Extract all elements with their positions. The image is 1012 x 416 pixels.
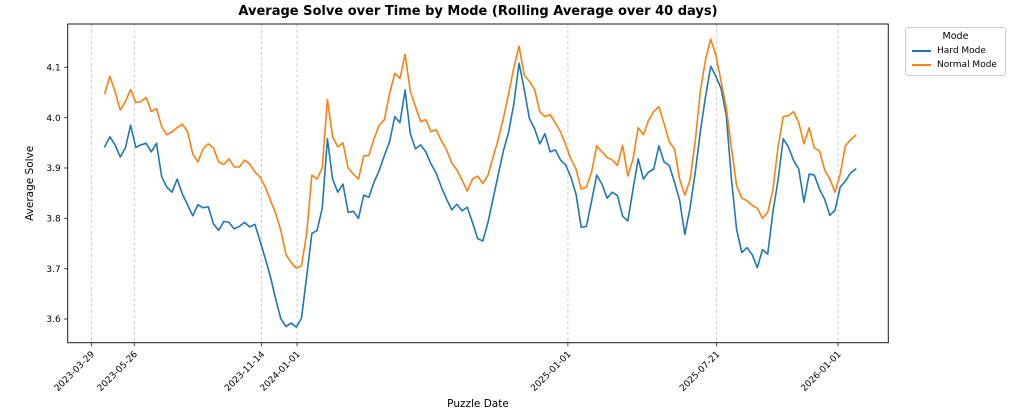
y-tick-label: 3.8 — [46, 215, 61, 225]
legend-label: Hard Mode — [937, 46, 986, 56]
y-tick-label: 4.0 — [46, 114, 61, 124]
x-tick-label: 2026-01-01 — [800, 350, 844, 394]
y-axis-label: Average Solve — [24, 146, 36, 221]
legend: Mode Hard Mode Normal Mode — [905, 27, 1006, 76]
x-tick-label: 2025-01-01 — [529, 350, 573, 394]
y-tick-label: 4.1 — [46, 63, 60, 73]
legend-line-swatch — [912, 64, 931, 66]
x-tick-label: 2023-03-29 — [53, 350, 97, 394]
normal-mode-line — [103, 38, 857, 269]
legend-entry-normal-mode: Normal Mode — [912, 60, 999, 70]
legend-entries: Hard Mode Normal Mode — [912, 46, 999, 70]
legend-line-swatch — [912, 50, 931, 52]
chart-title: Average Solve over Time by Mode (Rolling… — [238, 4, 717, 19]
plot-border — [67, 23, 889, 344]
legend-title: Mode — [942, 31, 969, 42]
legend-label: Normal Mode — [937, 60, 997, 70]
y-tick-label: 3.6 — [46, 315, 61, 325]
hard-mode-line — [103, 62, 857, 328]
x-tick-label: 2023-05-26 — [96, 350, 140, 394]
x-axis-label: Puzzle Date — [447, 398, 509, 410]
y-tick-label: 3.7 — [46, 265, 60, 275]
legend-entry-hard-mode: Hard Mode — [912, 46, 999, 56]
y-tick-label: 3.9 — [46, 164, 61, 174]
x-tick-label: 2025-07-21 — [678, 350, 722, 394]
